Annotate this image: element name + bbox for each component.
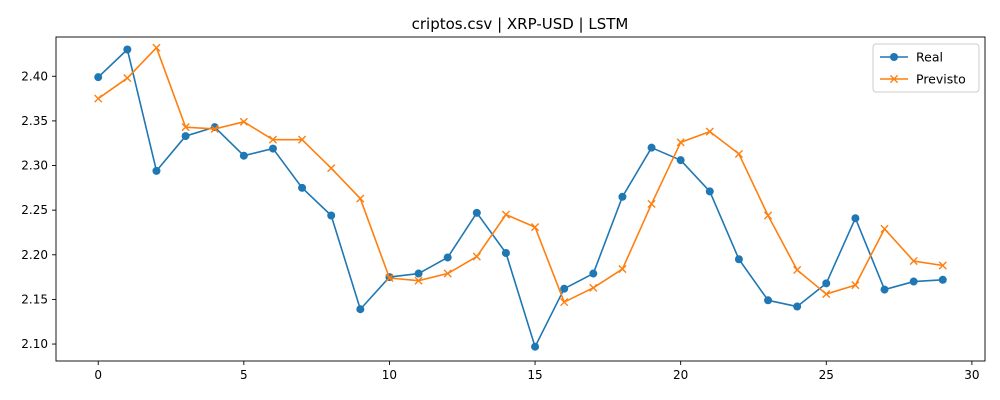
x-tick-label: 25 (819, 368, 834, 382)
data-point-real (880, 285, 889, 294)
legend-label-real: Real (916, 50, 943, 65)
x-tick-label: 15 (527, 368, 542, 382)
legend-item-previsto: Previsto (880, 72, 966, 87)
y-tick-label: 2.15 (21, 292, 48, 306)
data-point-previsto (268, 135, 278, 144)
y-tick-label: 2.40 (21, 69, 48, 83)
data-point-previsto (822, 289, 831, 299)
data-point-real (822, 279, 831, 288)
data-point-real (734, 255, 743, 264)
data-point-previsto (589, 283, 598, 292)
data-point-real (618, 192, 627, 201)
data-point-real (938, 275, 947, 284)
data-point-previsto (443, 269, 452, 278)
data-point-previsto (676, 138, 685, 147)
data-point-real (152, 166, 161, 175)
data-point-real (472, 208, 481, 217)
data-point-previsto (356, 194, 365, 203)
data-point-previsto (734, 149, 744, 159)
data-point-real (181, 132, 190, 141)
data-point-previsto (851, 281, 860, 290)
data-point-previsto (210, 124, 219, 134)
legend-item-real: Real (880, 50, 943, 65)
y-tick-label: 2.20 (21, 248, 48, 262)
data-point-real (676, 156, 685, 165)
data-point-previsto (705, 127, 714, 136)
y-tick-label: 2.30 (21, 159, 48, 173)
data-point-previsto (880, 224, 889, 233)
plot-frame (55, 36, 986, 362)
data-point-real (123, 45, 132, 54)
data-point-previsto (618, 264, 627, 274)
data-point-previsto (472, 252, 481, 261)
data-point-previsto (385, 273, 394, 283)
data-point-previsto (647, 199, 656, 209)
data-point-real (705, 187, 714, 196)
data-point-real (851, 214, 860, 223)
data-point-previsto (909, 256, 918, 266)
x-tick-label: 30 (964, 368, 979, 382)
data-point-previsto (239, 117, 248, 126)
y-tick-label: 2.25 (21, 203, 48, 217)
data-point-real (589, 269, 598, 278)
legend-marker-previsto (889, 74, 899, 84)
x-tick-label: 0 (94, 368, 102, 382)
data-point-real (239, 151, 248, 160)
data-point-real (531, 342, 540, 351)
data-point-previsto (938, 261, 947, 270)
legend-label-previsto: Previsto (916, 72, 966, 87)
y-tick-label: 2.10 (21, 337, 48, 351)
x-tick-label: 20 (673, 368, 688, 382)
legend-marker-real (890, 53, 898, 61)
chart-title: criptos.csv | XRP-USD | LSTM (412, 15, 629, 33)
series-line-real (97, 48, 943, 348)
data-point-real (210, 123, 219, 132)
data-point-previsto (94, 94, 103, 103)
data-point-previsto (501, 210, 511, 219)
data-point-real (298, 183, 307, 192)
data-point-real (764, 296, 773, 305)
data-point-real (647, 143, 656, 152)
data-point-previsto (327, 164, 336, 173)
data-point-previsto (181, 123, 190, 132)
data-point-real (793, 302, 802, 311)
x-tick-label: 10 (382, 368, 397, 382)
axis-ticks: 0 5 10 15 20 25 30 2.10 2.15 2.20 2.25 2.30 2.35 2.40 (21, 69, 979, 382)
data-point-previsto (123, 73, 132, 83)
y-tick-label: 2.35 (21, 114, 48, 128)
data-point-previsto (297, 135, 307, 144)
data-point-previsto (560, 297, 569, 307)
plot-series (94, 43, 947, 351)
data-point-real (268, 144, 277, 153)
data-point-real (501, 249, 510, 257)
data-point-previsto (763, 211, 773, 220)
legend: Real Previsto (872, 43, 980, 93)
data-point-real (356, 305, 365, 314)
data-point-real (327, 211, 336, 220)
data-point-real (443, 253, 452, 262)
series-line-previsto (97, 46, 943, 303)
data-point-previsto (530, 223, 540, 232)
x-tick-label: 5 (240, 368, 248, 382)
data-point-previsto (414, 276, 423, 285)
data-point-real (909, 277, 918, 286)
data-point-previsto (793, 265, 802, 275)
data-point-real (94, 73, 103, 82)
legend-box (872, 43, 980, 93)
data-point-real (560, 284, 569, 293)
data-point-real (414, 269, 423, 278)
data-point-previsto (152, 43, 161, 52)
